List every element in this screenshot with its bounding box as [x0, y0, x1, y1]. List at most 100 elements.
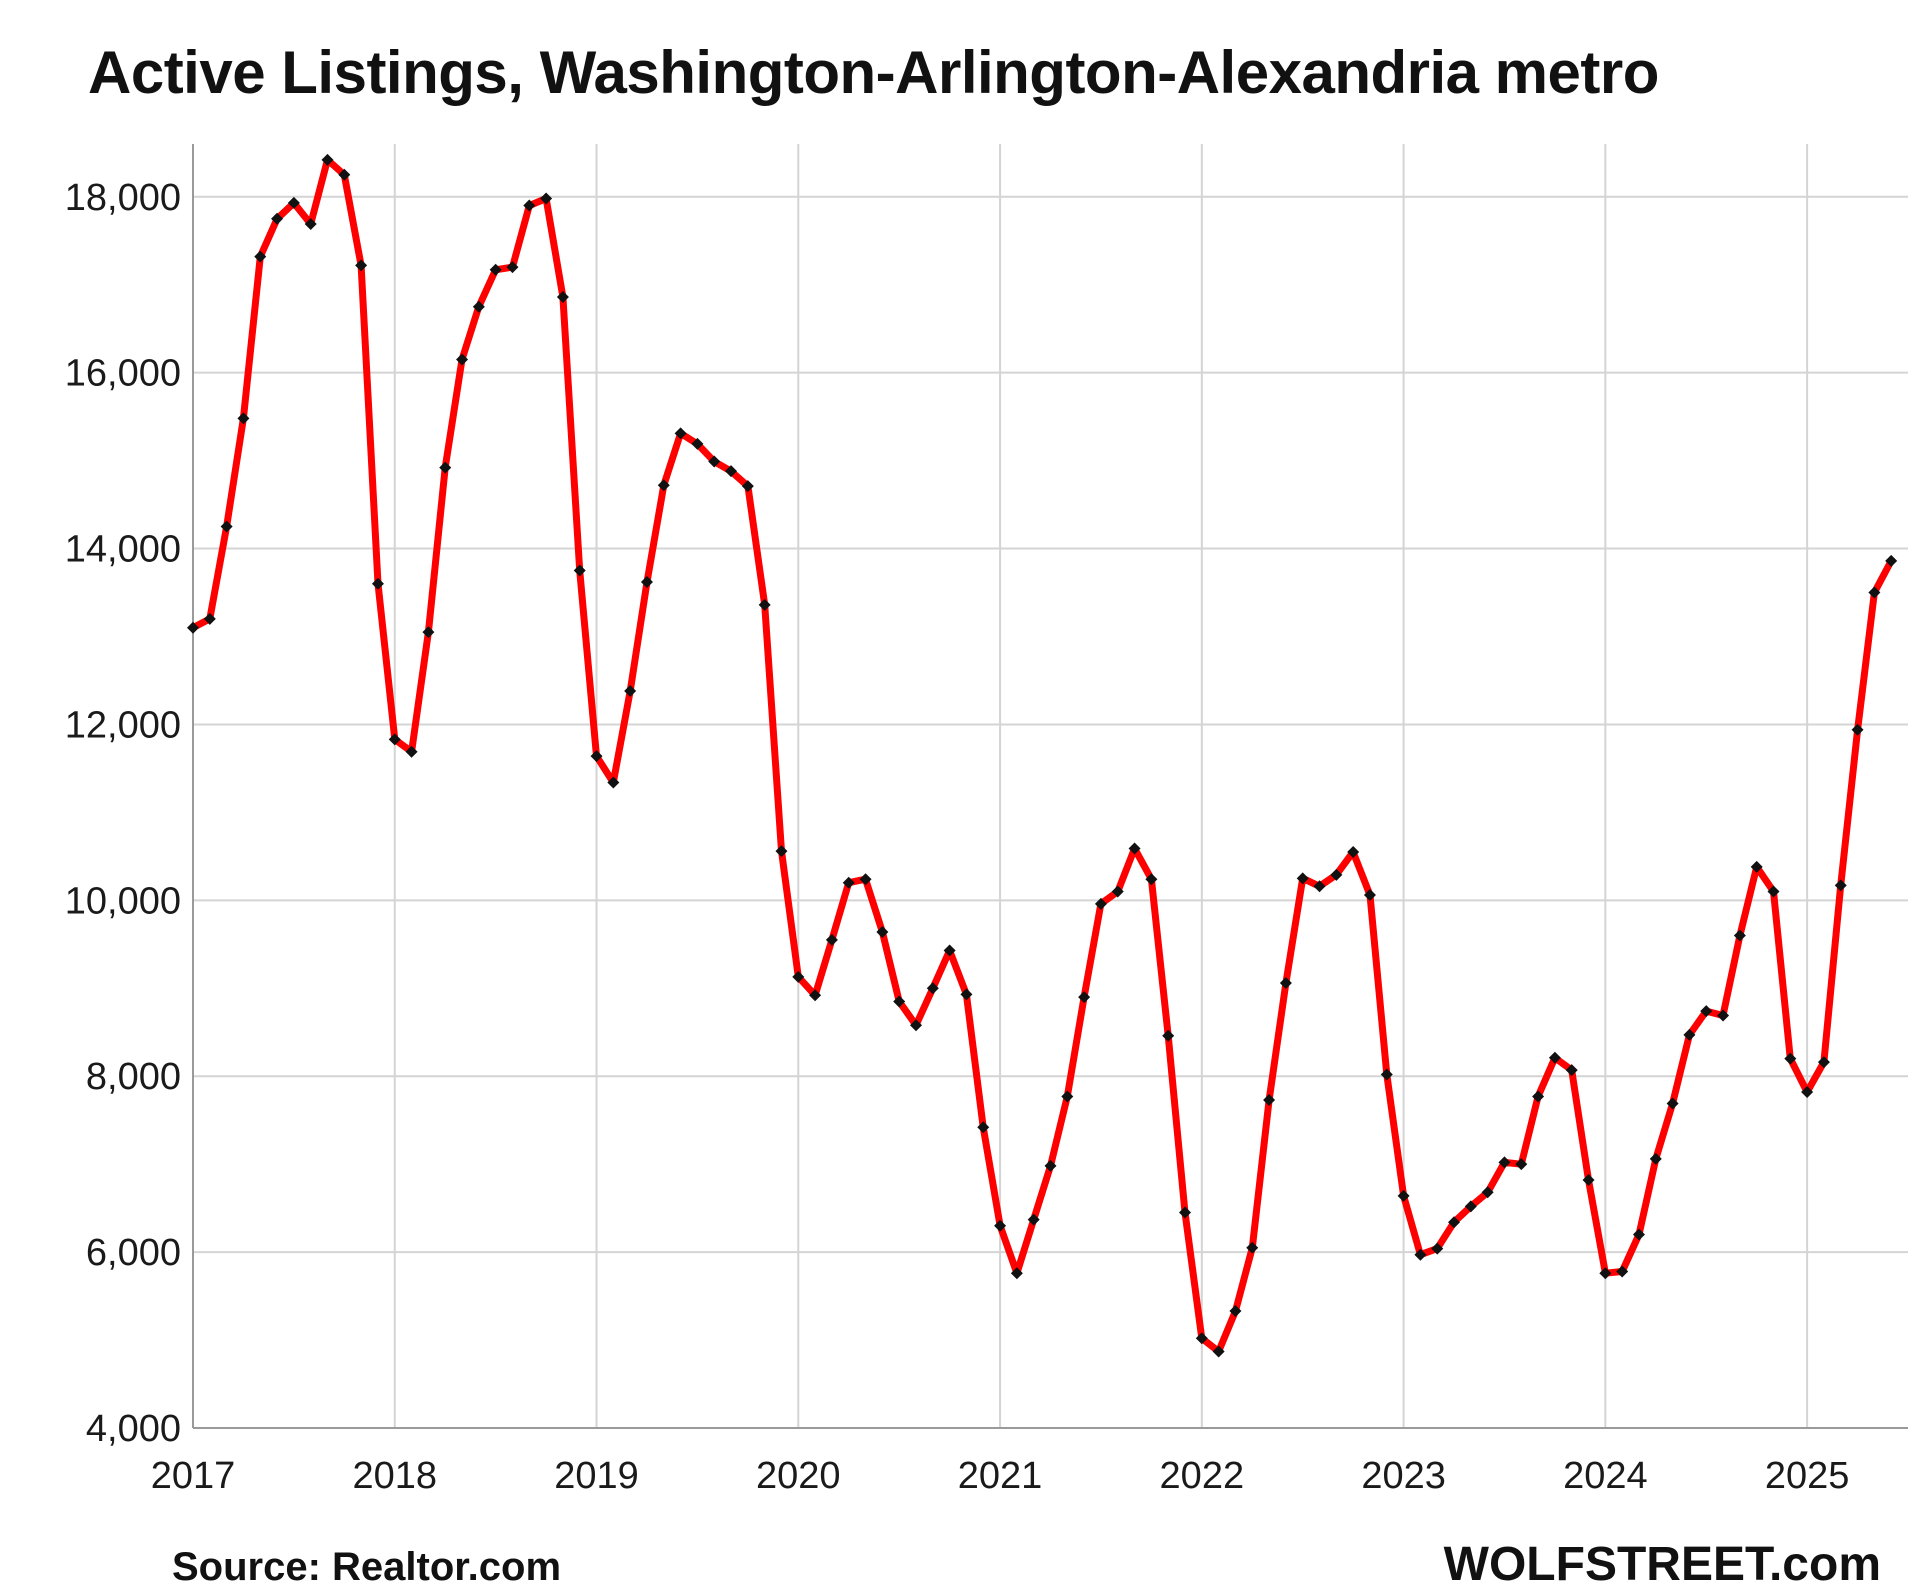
data-point-marker — [1027, 1213, 1040, 1226]
data-point-marker — [1094, 897, 1107, 910]
data-point-marker — [708, 455, 721, 468]
x-tick-label: 2023 — [1361, 1455, 1446, 1497]
data-point-marker — [472, 300, 485, 313]
data-point-marker — [338, 168, 351, 181]
data-point-marker — [1599, 1267, 1612, 1280]
data-point-marker — [1632, 1228, 1645, 1241]
data-point-marker — [657, 479, 670, 492]
data-point-marker — [1683, 1028, 1696, 1041]
data-point-marker — [1616, 1265, 1629, 1278]
x-tick-label: 2022 — [1160, 1455, 1245, 1497]
data-point-marker — [674, 427, 687, 440]
data-point-marker — [590, 750, 603, 763]
data-point-marker — [371, 577, 384, 590]
data-point-marker — [960, 988, 973, 1001]
chart-title: Active Listings, Washington-Arlington-Al… — [88, 39, 1659, 106]
data-point-marker — [1532, 1090, 1545, 1103]
data-point-marker — [1145, 873, 1158, 886]
axes — [192, 144, 1908, 1429]
data-point-marker — [1044, 1159, 1057, 1172]
data-point-marker — [405, 745, 418, 758]
brand-watermark: WOLFSTREET.com — [1443, 1538, 1881, 1591]
y-tick-label: 4,000 — [86, 1408, 181, 1450]
data-point-marker — [220, 520, 233, 533]
data-point-marker — [489, 263, 502, 276]
data-point-marker — [1784, 1052, 1797, 1065]
y-tick-label: 10,000 — [65, 880, 181, 922]
data-point-marker — [321, 153, 334, 166]
data-point-marker — [456, 353, 469, 366]
data-point-marker — [1179, 1206, 1192, 1219]
data-point-marker — [1565, 1064, 1578, 1077]
data-point-marker — [691, 437, 704, 450]
data-point-marker — [304, 218, 317, 231]
data-point-marker — [1061, 1090, 1074, 1103]
data-point-marker — [1229, 1305, 1242, 1318]
data-point-marker — [926, 982, 939, 995]
y-tick-labels: 4,000 6,000 8,000 10,000 12,000 14,000 16,000 1… — [65, 177, 181, 1450]
data-point-marker — [1666, 1097, 1679, 1110]
data-point-marker — [876, 925, 889, 938]
data-point-marker — [842, 876, 855, 889]
data-point-marker — [1212, 1345, 1225, 1358]
x-tick-label: 2024 — [1563, 1455, 1648, 1497]
data-point-marker — [1380, 1068, 1393, 1081]
data-point-marker — [943, 944, 956, 957]
series-line — [189, 156, 1895, 1355]
data-point-marker — [422, 626, 435, 639]
data-point-marker — [573, 564, 586, 577]
data-point-marker — [792, 970, 805, 983]
data-point-marker — [1851, 723, 1864, 736]
data-point-marker — [1481, 1186, 1494, 1199]
y-tick-label: 14,000 — [65, 529, 181, 571]
data-point-marker — [725, 465, 738, 478]
data-point-marker — [1128, 842, 1141, 855]
data-point-marker — [607, 776, 620, 789]
y-tick-label: 6,000 — [86, 1232, 181, 1274]
data-point-marker — [1330, 868, 1343, 881]
source-note: Source: Realtor.com — [172, 1545, 562, 1589]
data-point-marker — [1767, 885, 1780, 898]
gridlines — [192, 144, 1908, 1429]
x-tick-label: 2019 — [554, 1455, 639, 1497]
data-point-marker — [1733, 929, 1746, 942]
data-point-marker — [1817, 1056, 1830, 1069]
data-point-marker — [1700, 1005, 1713, 1018]
data-series — [187, 153, 1898, 1358]
data-point-marker — [1279, 976, 1292, 989]
data-point-marker — [254, 250, 267, 263]
data-point-marker — [1515, 1158, 1528, 1171]
data-point-marker — [994, 1219, 1007, 1232]
data-point-marker — [1868, 586, 1881, 599]
data-point-marker — [624, 685, 637, 698]
data-point-marker — [237, 412, 250, 425]
x-tick-label: 2017 — [151, 1455, 236, 1497]
data-point-marker — [1414, 1248, 1427, 1261]
data-point-marker — [1296, 872, 1309, 885]
data-point-marker — [287, 196, 300, 209]
data-point-marker — [893, 995, 906, 1008]
data-point-marker — [388, 733, 401, 746]
data-point-marker — [1431, 1242, 1444, 1255]
data-point-marker — [1448, 1216, 1461, 1229]
data-point-marker — [859, 873, 872, 886]
x-tick-label: 2025 — [1765, 1455, 1850, 1497]
data-point-marker — [187, 621, 199, 634]
data-point-marker — [1246, 1241, 1259, 1254]
data-point-marker — [540, 192, 553, 205]
data-point-marker — [1834, 879, 1847, 892]
data-point-marker — [1717, 1009, 1730, 1022]
data-point-marker — [203, 612, 216, 625]
y-tick-label: 16,000 — [65, 353, 181, 395]
data-point-marker — [523, 199, 536, 212]
data-point-marker — [775, 845, 788, 858]
data-point-marker — [271, 212, 284, 225]
data-point-marker — [439, 461, 452, 474]
data-point-marker — [909, 1019, 922, 1032]
data-point-marker — [556, 291, 569, 304]
data-point-marker — [825, 933, 838, 946]
y-tick-label: 18,000 — [65, 177, 181, 219]
data-point-marker — [1548, 1051, 1561, 1064]
data-point-marker — [506, 261, 519, 274]
data-point-marker — [1363, 889, 1376, 902]
